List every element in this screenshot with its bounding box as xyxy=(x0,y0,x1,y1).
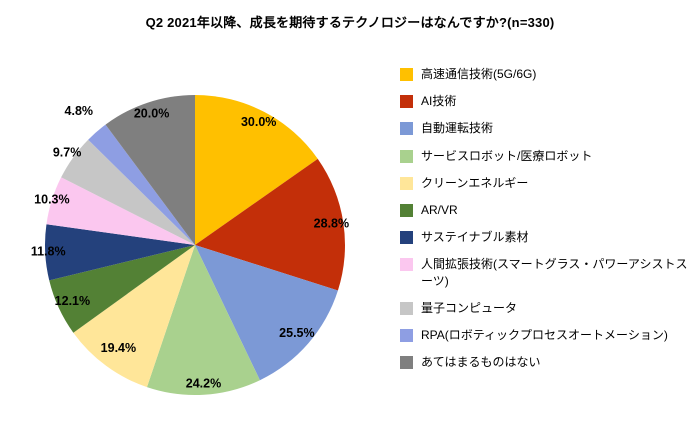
legend-item: RPA(ロボティックプロセスオートメーション) xyxy=(400,327,692,343)
pie-slice xyxy=(195,158,345,291)
legend-label: 人間拡張技術(スマートグラス・パワーアシストスーツ) xyxy=(421,257,688,288)
pie-slice xyxy=(61,139,195,245)
legend-label: AI技術 xyxy=(421,94,457,109)
pie-slice xyxy=(105,95,195,245)
legend-swatch xyxy=(400,328,413,342)
pie-slice-label: 20.0% xyxy=(134,106,169,120)
pie-slice xyxy=(195,95,318,245)
pie-slice-label: 12.1% xyxy=(55,294,90,308)
legend-swatch xyxy=(400,122,413,136)
legend-label: 自動運転技術 xyxy=(421,121,494,136)
legend-label: RPA(ロボティックプロセスオートメーション) xyxy=(421,327,668,342)
pie-slice-label: 25.5% xyxy=(279,326,314,340)
legend-label: あてはまるものはない xyxy=(421,355,541,370)
pie-slice xyxy=(146,245,260,395)
legend-item: サービスロボット/医療ロボット xyxy=(400,148,692,164)
legend-label: AR/VR xyxy=(421,202,458,217)
pie-slice xyxy=(49,245,196,333)
pie-slice xyxy=(45,224,195,281)
pie-plot-area: 30.0% 28.8% 25.5% 24.2% 19.4% 12.1% 11.8% 10.3%… xyxy=(31,95,349,395)
legend-swatch xyxy=(400,149,413,163)
pie-slice-label: 9.7% xyxy=(53,145,82,159)
pie-slice-label: 30.0% xyxy=(241,115,276,129)
legend-label: 量子コンピュータ xyxy=(421,300,518,315)
pie-slice xyxy=(73,245,195,388)
legend-swatch xyxy=(400,231,413,245)
pie-slice-label: 11.8% xyxy=(31,245,66,259)
legend-item: AR/VR xyxy=(400,202,692,218)
legend-label: 高速通信技術(5G/6G) xyxy=(421,67,537,81)
legend-swatch xyxy=(400,203,413,217)
pie-slice xyxy=(46,177,196,245)
legend-swatch xyxy=(400,68,413,81)
legend-swatch xyxy=(400,95,413,109)
legend-swatch xyxy=(400,258,413,272)
pie-slice-label: 4.8% xyxy=(65,104,94,118)
chart-title: Q2 2021年以降、成長を期待するテクノロジーはなんですか?(n=330) xyxy=(145,15,555,30)
pie-slice-label: 28.8% xyxy=(314,216,349,230)
pie-slice-label: 10.3% xyxy=(34,192,69,206)
legend-item: クリーンエネルギー xyxy=(400,175,692,191)
legend-label: サービスロボット/医療ロボット xyxy=(421,148,593,163)
pie-slice xyxy=(195,245,338,381)
legend-item: 量子コンピュータ xyxy=(400,300,692,316)
legend-label: クリーンエネルギー xyxy=(421,175,529,190)
legend-swatch xyxy=(400,356,413,370)
legend-item: 高速通信技術(5G/6G) xyxy=(400,66,692,82)
chart-legend: 高速通信技術(5G/6G) AI技術自動運転技術サービスロボット/医療ロボット クリ… xyxy=(400,66,692,370)
legend-item: サステイナブル素材 xyxy=(400,229,692,245)
legend-item: あてはまるものはない xyxy=(400,354,692,370)
pie-slice-label: 24.2% xyxy=(186,376,221,390)
legend-item: 自動運転技術 xyxy=(400,120,692,136)
legend-label: サステイナブル素材 xyxy=(421,230,529,245)
pie-slice-label: 19.4% xyxy=(101,341,136,355)
legend-swatch xyxy=(400,176,413,190)
legend-item: AI技術 xyxy=(400,93,692,109)
pie-slice xyxy=(88,124,195,245)
legend-swatch xyxy=(400,301,413,315)
legend-item: 人間拡張技術(スマートグラス・パワーアシストスーツ) xyxy=(400,256,692,288)
